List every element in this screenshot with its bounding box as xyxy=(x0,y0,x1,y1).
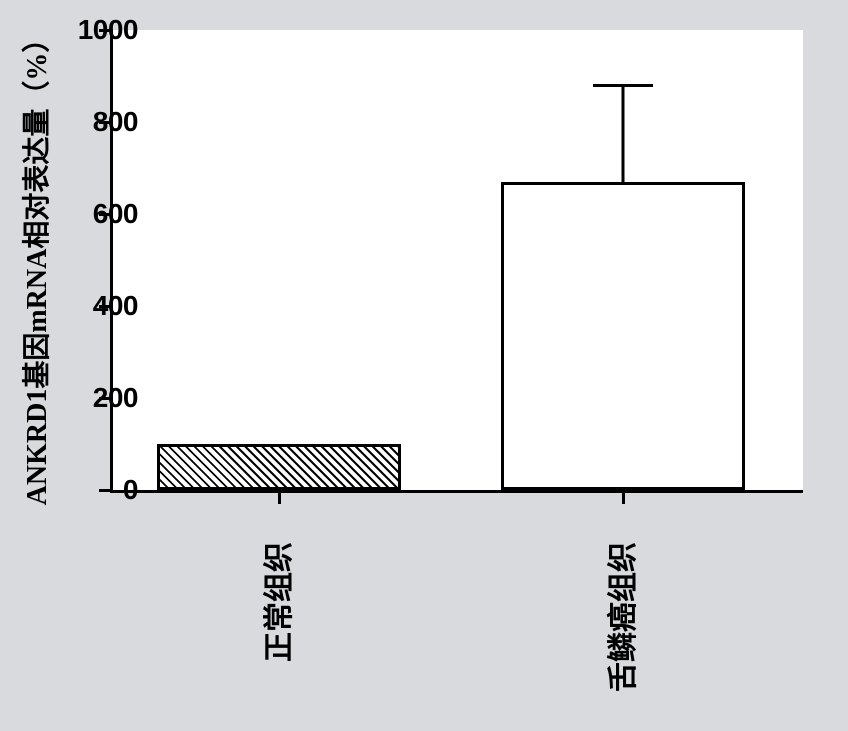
bar-normal-tissue xyxy=(157,444,401,490)
bar-tumor-tissue xyxy=(501,182,745,490)
ytick-label-800: 800 xyxy=(93,106,138,138)
chart-canvas: 0 200 400 600 800 1000 ANKRD1基因mRNA相对表达量… xyxy=(0,0,848,731)
ytick-label-1000: 1000 xyxy=(78,14,138,46)
y-axis-title: ANKRD1基因mRNA相对表达量（%） xyxy=(15,20,55,510)
ytick-label-0: 0 xyxy=(123,474,138,506)
ytick-0 xyxy=(99,489,113,492)
error-bar-cap xyxy=(593,84,653,87)
ytick-label-600: 600 xyxy=(93,198,138,230)
error-bar-line xyxy=(622,85,625,182)
xtick-1 xyxy=(278,490,281,504)
xtick-2 xyxy=(622,490,625,504)
plot-area xyxy=(110,30,803,493)
x-label-2: 舌鳞癌组织 xyxy=(598,532,642,702)
x-label-1: 正常组织 xyxy=(254,517,298,687)
ytick-label-200: 200 xyxy=(93,382,138,414)
ytick-label-400: 400 xyxy=(93,290,138,322)
